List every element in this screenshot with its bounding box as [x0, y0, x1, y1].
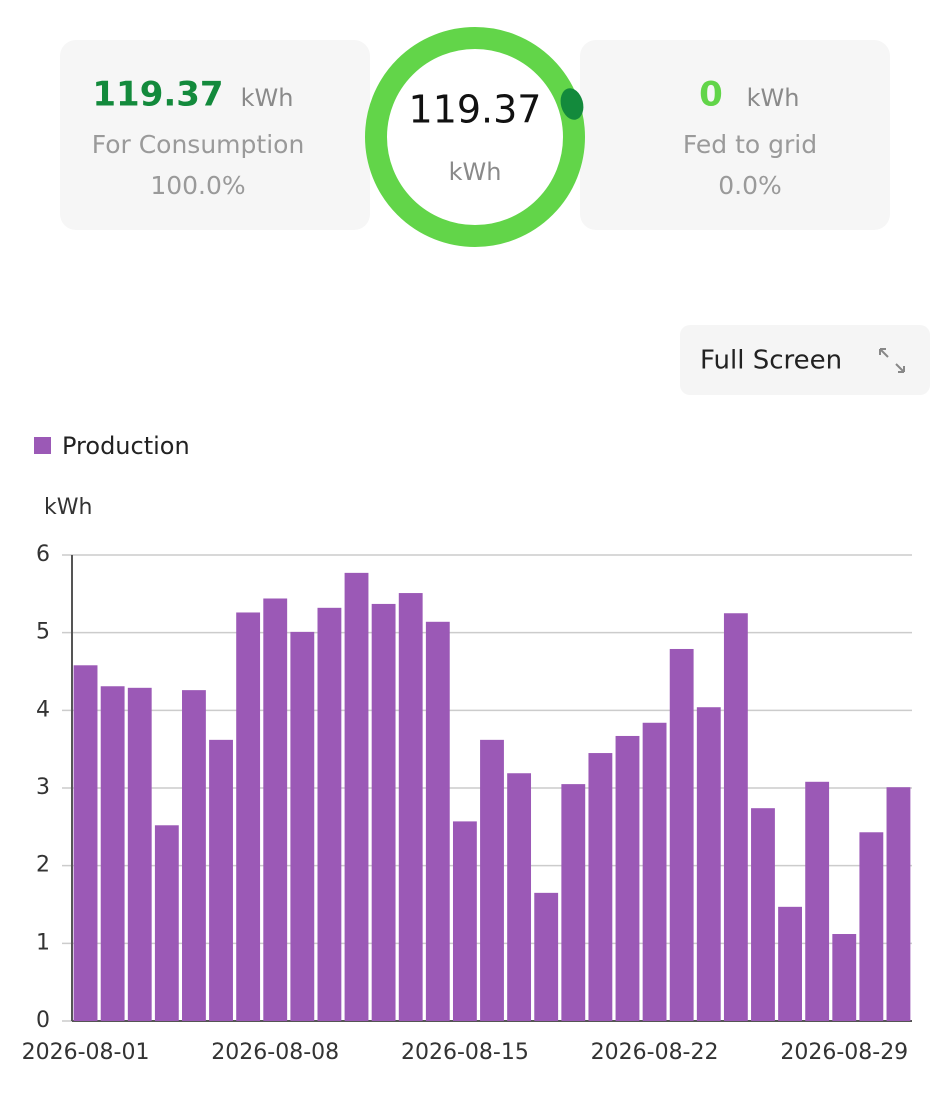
bar: [263, 598, 288, 1021]
grid-value: 0: [699, 75, 723, 115]
expand-icon: [879, 348, 905, 373]
bar: [805, 781, 830, 1021]
y-tick-label: 1: [36, 930, 50, 955]
y-tick-label: 6: [36, 542, 50, 567]
ring: [365, 27, 585, 247]
bar: [182, 690, 206, 1021]
grid-percent: 0.0%: [718, 171, 782, 200]
bar: [480, 739, 504, 1021]
bar: [371, 603, 396, 1021]
y-tick-label: 3: [36, 775, 50, 800]
total-unit: kWh: [449, 158, 502, 186]
bar: [642, 722, 667, 1021]
bar: [398, 593, 423, 1021]
x-tick-label: 2026-08-15: [401, 1040, 529, 1065]
x-tick-label: 2026-08-08: [211, 1040, 339, 1065]
bar: [317, 607, 342, 1021]
button-bg: [680, 325, 930, 395]
bar: [534, 892, 559, 1021]
bar: [696, 707, 721, 1021]
consumption-unit: kWh: [241, 84, 294, 112]
bar: [425, 621, 450, 1021]
legend-label: Production: [62, 432, 190, 460]
y-tick-label: 0: [36, 1008, 50, 1033]
bar: [236, 612, 261, 1021]
bar: [344, 572, 369, 1021]
bar: [751, 808, 775, 1021]
consumption-value: 119.37: [92, 75, 223, 115]
grid-unit: kWh: [747, 84, 800, 112]
bar: [859, 832, 884, 1021]
x-tick-label: 2026-08-22: [591, 1040, 719, 1065]
y-tick-label: 2: [36, 853, 50, 878]
bar: [100, 686, 125, 1021]
bar: [154, 825, 179, 1021]
button-label: Full Screen: [700, 346, 842, 376]
consumption-percent: 100.0%: [150, 171, 245, 200]
bar: [588, 753, 613, 1021]
ring-marker: [560, 88, 584, 120]
bar: [507, 773, 532, 1021]
bar: [73, 665, 98, 1021]
bar: [886, 787, 911, 1021]
bar: [832, 934, 857, 1021]
grid-card: [580, 40, 890, 230]
full-screen-button[interactable]: Full Screen: [680, 325, 930, 395]
bar: [669, 648, 694, 1021]
consumption-label: For Consumption: [92, 130, 305, 159]
bar: [561, 784, 586, 1021]
bar: [723, 613, 748, 1021]
bar: [127, 687, 152, 1021]
chart: Production kWh 0 1 2 3 4 5 6 2026-08-01 2026-08-08…: [22, 432, 912, 1065]
x-tick-label: 2026-08-01: [22, 1040, 150, 1065]
bar: [209, 739, 233, 1021]
bar: [452, 821, 477, 1021]
y-tick-label: 5: [36, 620, 50, 645]
bar: [778, 906, 802, 1021]
legend-swatch: [34, 437, 51, 454]
y-tick-label: 4: [36, 697, 50, 722]
bar: [615, 735, 640, 1021]
total-value: 119.37: [409, 88, 542, 132]
grid-label: Fed to grid: [683, 130, 817, 159]
consumption-card: [60, 40, 370, 230]
bar: [290, 631, 315, 1021]
x-tick-label: 2026-08-29: [780, 1040, 908, 1065]
y-axis-label: kWh: [44, 495, 92, 520]
